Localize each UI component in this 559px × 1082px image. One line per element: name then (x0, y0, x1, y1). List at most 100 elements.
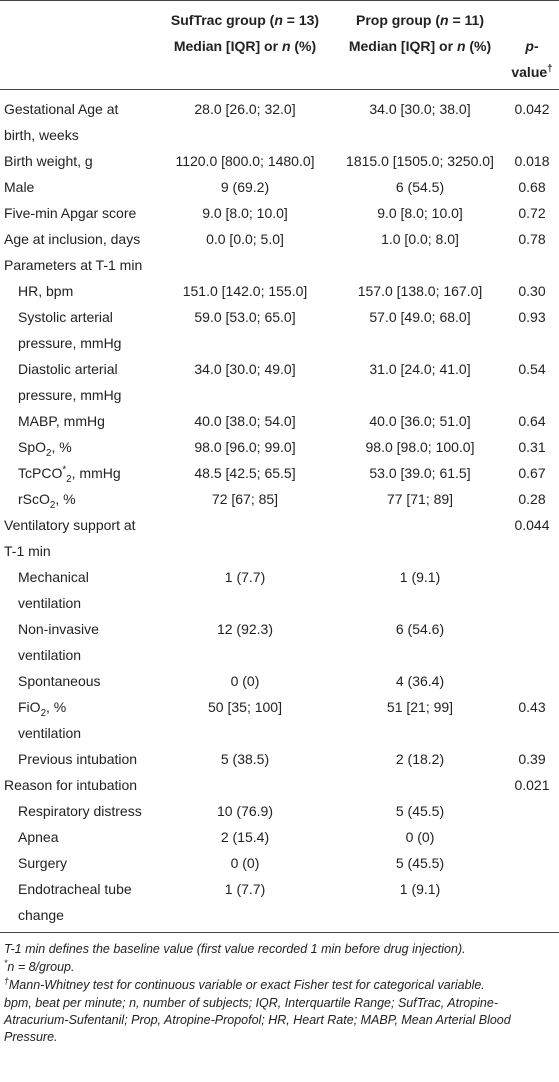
text: Ventilatory support at T-1 min (4, 517, 136, 559)
text: T-1 min defines the baseline value (firs… (4, 942, 466, 956)
table-row: rScO2, % 72 [67; 85] 77 [71; 89] 0.28 (0, 486, 559, 512)
table-cell: 50 [35; 100] (208, 699, 282, 715)
text: SpO (18, 439, 47, 455)
text: n = 8/group. (7, 960, 75, 974)
table-cell: 0.021 (514, 777, 550, 793)
table-row: TcPCO*2, mmHg 48.5 [42.5; 65.5] 53.0 [39.0… (0, 460, 559, 486)
table-cell: 0.67 (518, 465, 546, 481)
table-cell (155, 512, 335, 564)
row-label: Gestational Age at birth, weeks (0, 90, 155, 149)
table-cell: 6 (54.5) (395, 179, 445, 195)
table-row: Diastolic arterial pressure, mmHg 34.0 [3… (0, 356, 559, 408)
text-block: ventilation (18, 725, 82, 741)
table-cell: 40.0 [36.0; 51.0] (369, 413, 471, 429)
table-cell (505, 798, 559, 824)
table-header: SufTrac group (n = 13) Prop group (n = 11… (0, 0, 559, 90)
table-row: Endotracheal tube change 1 (7.7) 1 (9.1) (0, 876, 559, 933)
text: , % (51, 439, 72, 455)
table-row: Previous intubation 5 (38.5) 2 (18.2) 0.39 (0, 746, 559, 772)
text-i: n (274, 12, 283, 28)
footnote: T-1 min defines the baseline value (firs… (4, 941, 555, 958)
table-cell: 9 (69.2) (220, 179, 270, 195)
table-cell: 34.0 [30.0; 49.0] (194, 361, 296, 377)
table-row: Systolic arterial pressure, mmHg 59.0 [53… (0, 304, 559, 356)
row-label: Systolic arterial pressure, mmHg (0, 304, 155, 356)
table-cell: 98.0 [98.0; 100.0] (365, 439, 475, 455)
text-sup: * (4, 957, 8, 968)
table-row: Parameters at T-1 min (0, 252, 559, 278)
table-row: Respiratory distress 10 (76.9) 5 (45.5) (0, 798, 559, 824)
row-label: SpO2, % (0, 434, 155, 460)
table-cell (505, 252, 559, 278)
row-label: rScO2, % (0, 486, 155, 512)
text: Reason for intubation (4, 777, 138, 793)
text: Spontaneous (18, 673, 101, 689)
table-cell (505, 876, 559, 933)
table-row: Male 9 (69.2) 6 (54.5) 0.68 (0, 174, 559, 200)
text: SufTrac group ( (170, 12, 275, 28)
table-cell: 57.0 [49.0; 68.0] (369, 309, 471, 325)
table-cell: 0.93 (518, 309, 546, 325)
text: MABP, mmHg (18, 413, 105, 429)
text-sup: † (4, 975, 9, 986)
data-table: SufTrac group (n = 13) Prop group (n = 11… (0, 0, 559, 933)
text: , % (55, 491, 76, 507)
text-sub: 2 (66, 473, 72, 485)
text: Age at inclusion, days (4, 231, 141, 247)
table-cell (155, 772, 335, 798)
header-cell (0, 0, 155, 33)
text-sub: 2 (46, 447, 52, 459)
table-cell (505, 564, 559, 616)
text: FiO (18, 699, 41, 715)
table-cell (155, 252, 335, 278)
row-label: Age at inclusion, days (0, 226, 155, 252)
table-cell (335, 512, 505, 564)
table-row: Spontaneous 0 (0) 4 (36.4) (0, 668, 559, 694)
row-label: Respiratory distress (0, 798, 155, 824)
table-cell: 1 (9.1) (335, 876, 505, 933)
footnote: bpm, beat per minute; n, number of subje… (4, 995, 555, 1046)
text-i: n (456, 38, 466, 54)
table-row: Apnea 2 (15.4) 0 (0) (0, 824, 559, 850)
table-cell: 51 [21; 99] (386, 699, 454, 715)
row-label: Previous intubation (0, 746, 155, 772)
text: TcPCO (18, 465, 63, 481)
text: Respiratory distress (18, 803, 142, 819)
text: Surgery (18, 855, 68, 871)
table-row: Age at inclusion, days 0.0 [0.0; 5.0] 1.0 … (0, 226, 559, 252)
table-cell (505, 824, 559, 850)
text: Diastolic arterial pressure, mmHg (18, 361, 122, 403)
table-cell: 0.28 (518, 491, 546, 507)
table-cell: 2 (18.2) (395, 751, 445, 767)
table-cell: 157.0 [138.0; 167.0] (357, 283, 483, 299)
table-cell: 40.0 [38.0; 54.0] (194, 413, 296, 429)
header-row: SufTrac group (n = 13) Prop group (n = 11… (0, 0, 559, 33)
table-cell: 0.64 (518, 413, 546, 429)
text-sup: * (62, 464, 67, 476)
table-row: HR, bpm 151.0 [142.0; 155.0] 157.0 [138.0;… (0, 278, 559, 304)
subheader-cell: p-value† (505, 33, 559, 90)
table-row: Surgery 0 (0) 5 (45.5) (0, 850, 559, 876)
text-i: n (440, 12, 449, 28)
table-cell: 1 (9.1) (399, 569, 441, 585)
text: Median [IQR] or (173, 38, 282, 54)
table-cell: 77 [71; 89] (386, 491, 454, 507)
table-cell (505, 668, 559, 694)
table-cell: 0.39 (518, 751, 546, 767)
row-label: Apnea (0, 824, 155, 850)
text: Gestational Age at birth, weeks (4, 101, 119, 143)
row-label: Ventilatory support at T-1 min (0, 512, 155, 564)
text: Prop group ( (356, 12, 440, 28)
table-cell: 72 [67; 85] (211, 491, 279, 507)
header-cell (0, 33, 155, 90)
text: HR, bpm (18, 283, 74, 299)
row-label: Five-min Apgar score (0, 200, 155, 226)
table-cell: 53.0 [39.0; 61.5] (369, 465, 471, 481)
text: Apnea (18, 829, 59, 845)
table-cell: 0.78 (518, 231, 546, 247)
row-label: Male (0, 174, 155, 200)
table-cell: 10 (76.9) (216, 803, 274, 819)
table-cell: 0.044 (514, 517, 550, 533)
table-cell: 1120.0 [800.0; 1480.0] (175, 153, 315, 169)
